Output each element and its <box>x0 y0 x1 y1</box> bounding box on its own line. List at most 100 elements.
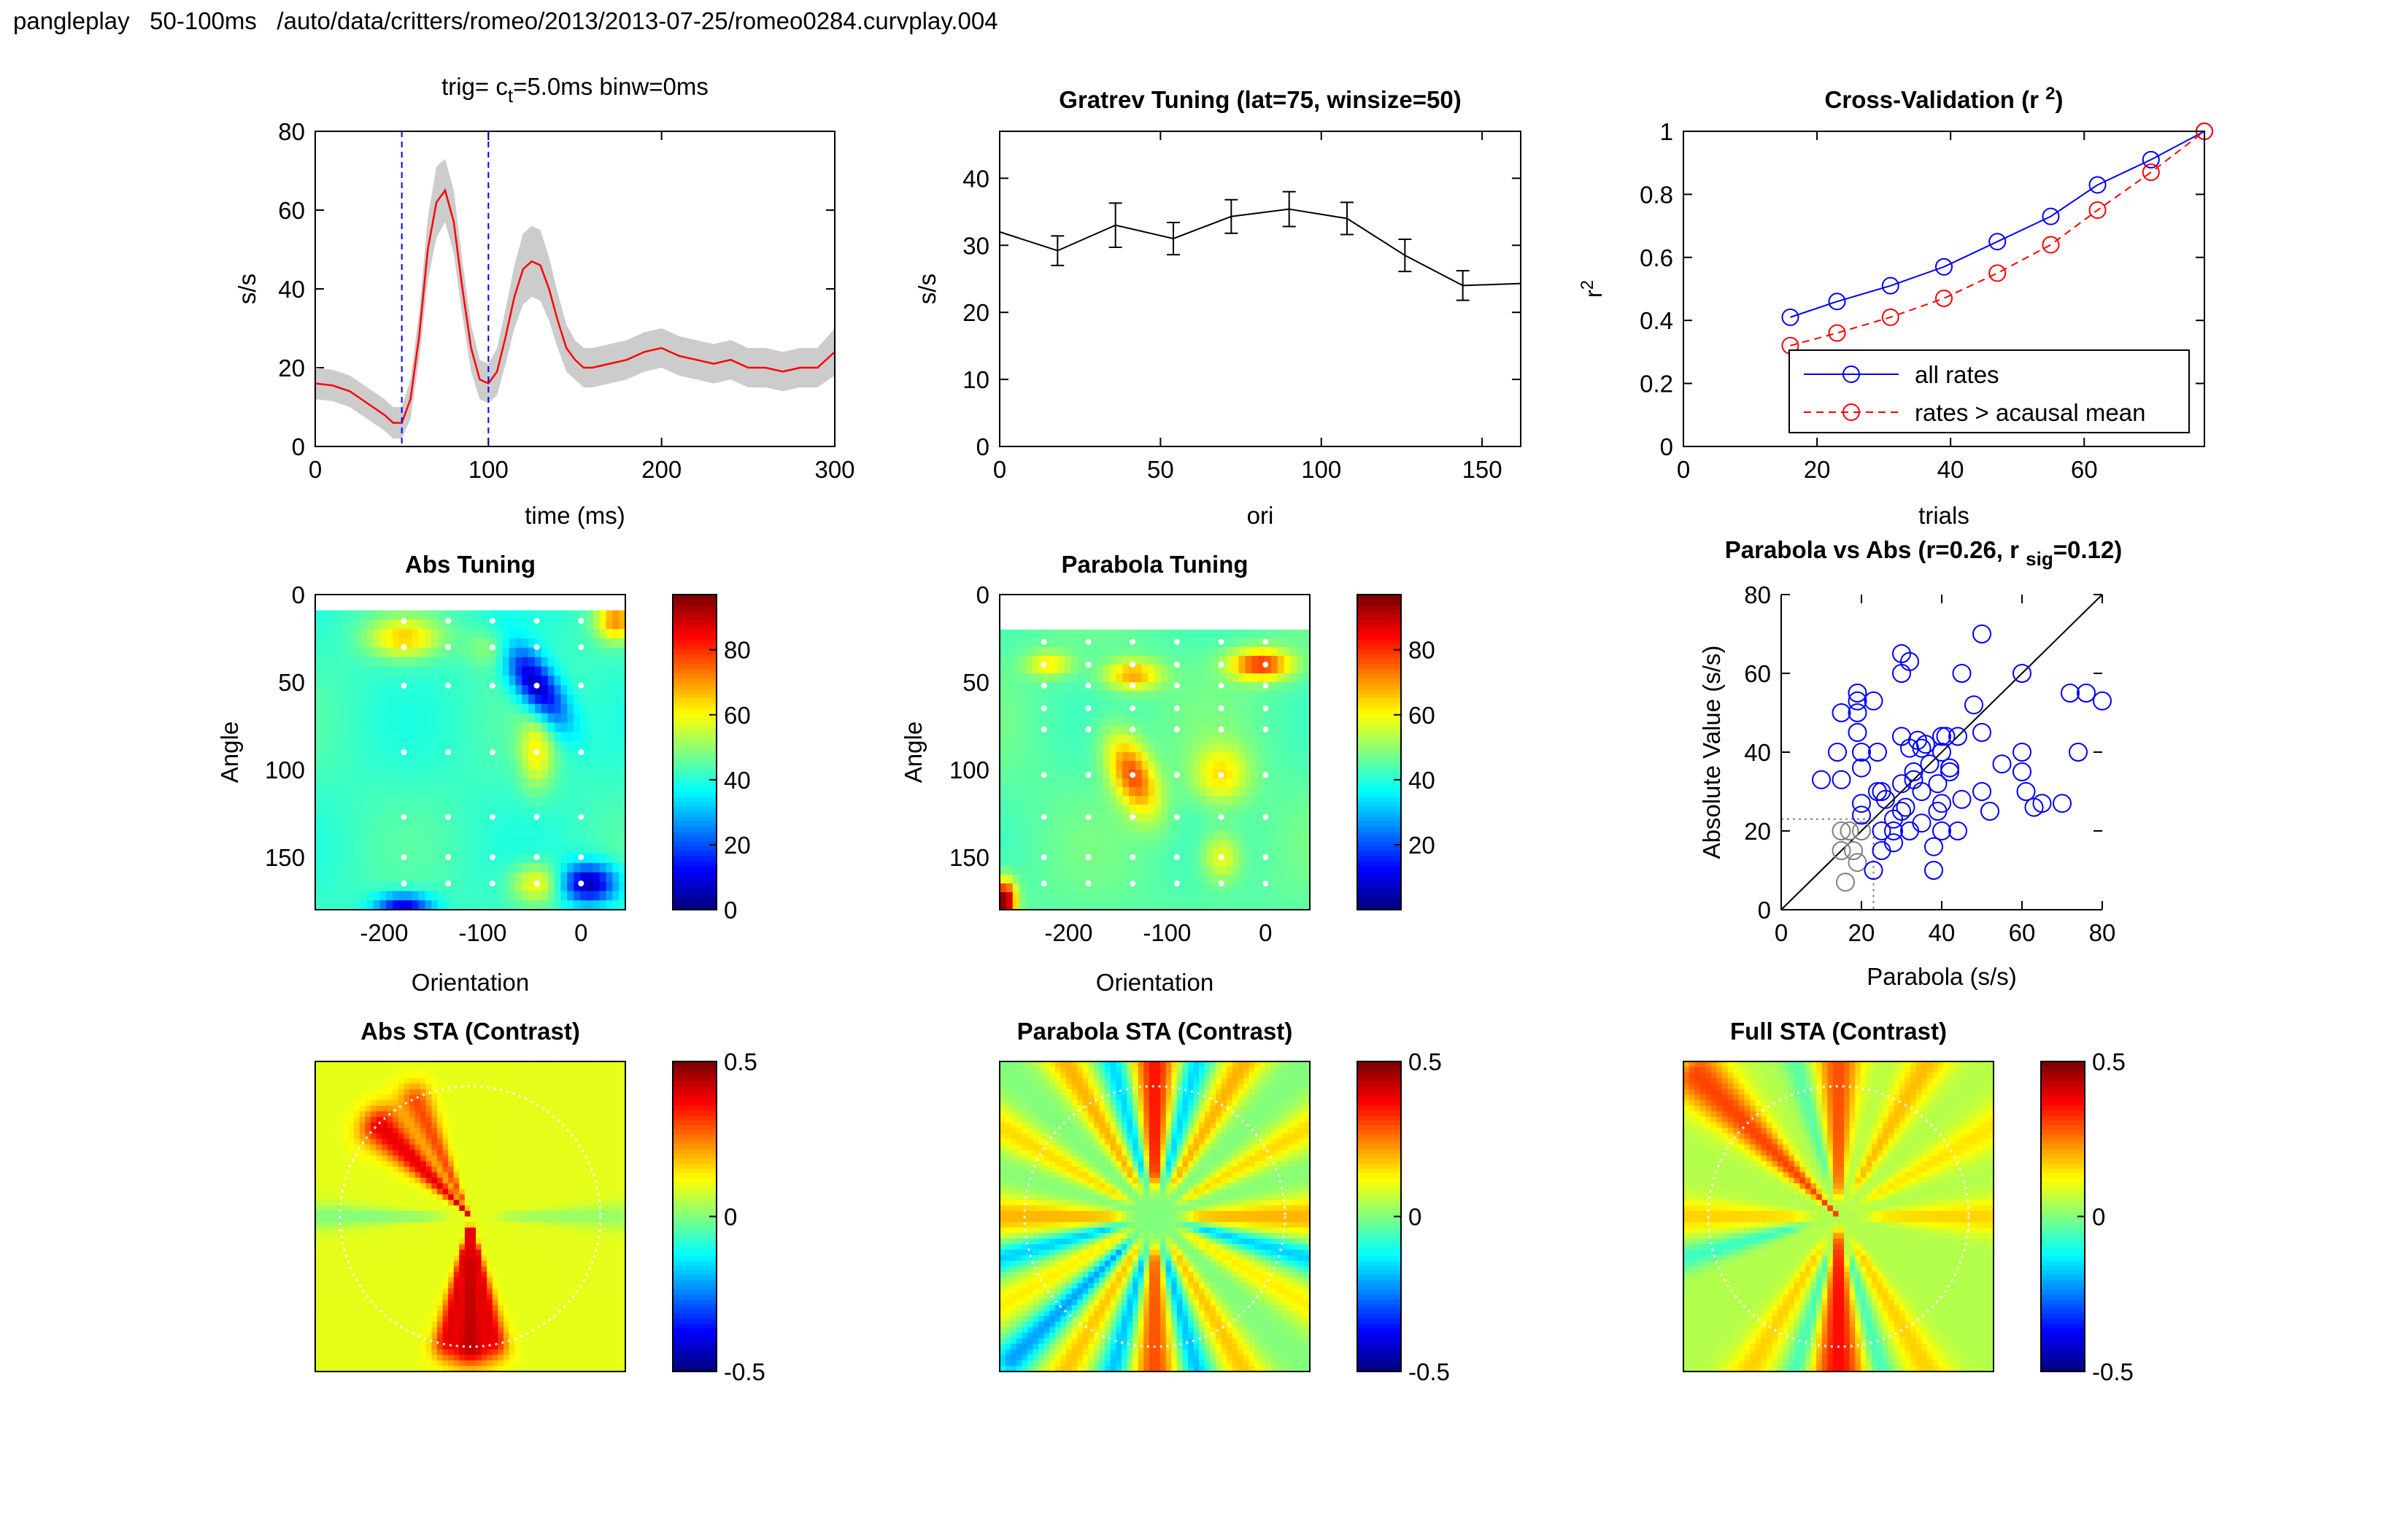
abs-sta-cell <box>370 1199 377 1207</box>
abs-tuning-cell <box>502 750 510 761</box>
parabola-tuning-cell <box>1154 717 1162 727</box>
abs-sta-cell <box>393 1355 399 1361</box>
abs-sta-cell <box>442 1299 449 1306</box>
abs-sta-cell <box>436 1105 444 1113</box>
abs-tuning-cell <box>438 778 445 789</box>
parabola-tuning-cell <box>1225 700 1233 709</box>
abs-tuning-cell <box>341 741 349 751</box>
abs-sta-cell <box>436 1332 444 1339</box>
abs-tuning-cell <box>606 713 614 724</box>
parabola-tuning-cell <box>1051 866 1059 875</box>
parabola-tuning-cell <box>1277 770 1285 779</box>
parabola-tuning-cell <box>1057 708 1065 718</box>
abs-tuning-xlabel: Orientation <box>412 969 529 996</box>
parabola-tuning-cell <box>1245 752 1253 762</box>
abs-sta-cell <box>431 1194 438 1201</box>
abs-tuning-cell <box>341 788 349 798</box>
abs-sta-cell <box>409 1349 416 1356</box>
parabola-tuning-cell <box>1219 901 1227 910</box>
abs-sta-cell <box>365 1255 371 1262</box>
parabola-tuning-cell <box>1251 708 1259 718</box>
abs-sta-cell <box>420 1227 427 1234</box>
parabola-tuning-cell <box>1245 787 1253 797</box>
abs-sta-cell <box>337 1094 344 1101</box>
abs-sta-cell <box>342 1161 350 1167</box>
abs-tuning-cell <box>541 629 549 639</box>
abs-sta-cell <box>409 1216 416 1223</box>
abs-tuning-cell <box>373 722 381 733</box>
abs-tuning-cell <box>334 713 342 724</box>
abs-sta-cell <box>393 1288 399 1295</box>
abs-sta-cell <box>315 1250 322 1256</box>
abs-sta-cell <box>414 1222 421 1229</box>
parabola-tuning-cell <box>1051 726 1059 735</box>
abs-sta-cell <box>436 1088 444 1096</box>
parabola-tuning-cell <box>1180 717 1188 727</box>
parabola-tuning-cell <box>1038 630 1046 639</box>
abs-tuning-cell <box>315 881 323 892</box>
parabola-tuning-cell <box>1154 691 1162 700</box>
abs-sta-cell <box>420 1261 427 1267</box>
scatter-point <box>1972 624 1991 643</box>
abs-sta-cell <box>398 1161 405 1167</box>
parabola-tuning-cell <box>1084 840 1091 849</box>
abs-sta-cell <box>331 1105 339 1113</box>
abs-tuning-cell <box>470 638 478 649</box>
abs-tuning-cell <box>386 732 394 742</box>
parabola-tuning-cell <box>1180 778 1188 788</box>
abs-tuning-cell <box>619 891 626 901</box>
parabola-tuning-cell <box>1180 813 1188 823</box>
abs-tuning-colorbar-step <box>673 742 717 748</box>
parabola-tuning-cell <box>1012 708 1020 718</box>
abs-tuning-colorbar-label: 0 <box>724 897 737 924</box>
parabola-tuning-cell <box>1025 892 1033 902</box>
parabola-tuning-cell <box>1290 673 1298 683</box>
parabola-tuning-cell <box>1213 691 1220 700</box>
abs-tuning-cell <box>560 629 568 639</box>
abs-sta-cell <box>326 1299 333 1306</box>
abs-sta-cell <box>331 1088 339 1096</box>
abs-sta-cell <box>348 1156 355 1162</box>
abs-tuning-sample-dot <box>445 854 452 860</box>
abs-tuning-cell <box>431 750 439 761</box>
abs-sta-cell <box>326 1261 333 1267</box>
abs-tuning-cell <box>425 759 433 770</box>
parabola-tuning-cell <box>1232 673 1240 683</box>
abs-sta-cell <box>420 1238 427 1245</box>
abs-tuning-cell <box>347 713 355 724</box>
abs-tuning-cell <box>438 666 445 677</box>
abs-tuning-cell <box>586 666 594 677</box>
parabola-tuning-cell <box>1129 630 1136 639</box>
abs-tuning-cell <box>593 872 601 883</box>
parabola-tuning-colorbar-step <box>1357 737 1401 743</box>
parabola-tuning-cell <box>1103 708 1111 718</box>
abs-tuning-cell <box>412 788 420 798</box>
parabola-tuning-cell <box>1206 752 1213 762</box>
abs-tuning-cell <box>541 666 549 677</box>
abs-tuning-cell <box>619 619 626 630</box>
parabola-tuning-cell <box>1270 770 1278 779</box>
abs-tuning-cell <box>393 825 400 836</box>
abs-tuning-colorbar-step <box>673 643 717 650</box>
scatter-point <box>1896 797 1915 817</box>
abs-tuning-cell <box>509 900 517 910</box>
abs-tuning-cell <box>399 685 406 695</box>
abs-tuning-cell <box>502 854 510 864</box>
abs-sta-cell <box>420 1167 427 1173</box>
abs-sta-cell <box>414 1283 421 1289</box>
parabola-tuning-cell <box>1012 700 1020 709</box>
abs-sta-cell <box>320 1128 327 1134</box>
parabola-tuning-cell <box>1089 822 1097 832</box>
abs-tuning-cell <box>405 610 413 621</box>
abs-tuning-cell <box>490 695 497 705</box>
abs-sta-cell <box>409 1327 416 1334</box>
parabola-tuning-cell <box>1154 665 1162 674</box>
abs-tuning-cell <box>619 695 626 705</box>
abs-sta-cell <box>320 1261 327 1267</box>
abs-sta-cell <box>425 1366 433 1372</box>
abs-sta-cell <box>425 1067 433 1073</box>
abs-tuning-cell <box>515 881 523 892</box>
abs-tuning-cell <box>515 685 523 695</box>
abs-tuning-cell <box>522 900 529 910</box>
parabola-tuning-cell <box>1270 682 1278 692</box>
